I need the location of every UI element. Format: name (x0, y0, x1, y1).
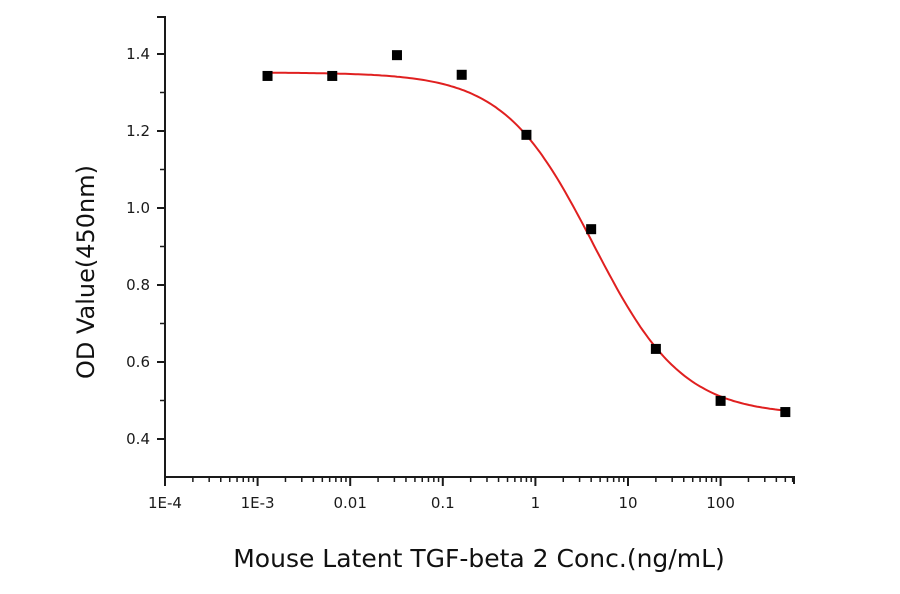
x-tick-label: 1 (531, 494, 541, 512)
data-point-marker (391, 50, 402, 61)
y-tick-label: 0.6 (126, 353, 150, 371)
y-tick-label: 0.8 (126, 276, 150, 294)
x-tick-label: 0.1 (431, 494, 455, 512)
data-point-marker (650, 343, 661, 354)
y-tick-label: 1.0 (126, 199, 150, 217)
y-axis-ticks: 0.4 0.6 0.8 1.0 1.2 1.4 (126, 45, 165, 448)
data-point-marker (327, 70, 338, 81)
data-point-marker (715, 395, 726, 406)
x-tick-label: 100 (706, 494, 735, 512)
data-point-marker (262, 70, 273, 81)
x-tick-label: 1E-4 (148, 494, 182, 512)
data-point-marker (780, 407, 791, 418)
x-tick-label: 10 (618, 494, 637, 512)
data-points (262, 50, 791, 418)
fit-curve (267, 71, 786, 412)
y-tick-label: 0.4 (126, 430, 150, 448)
x-axis-ticks: 1E-4 1E-3 0.01 0.1 1 10 100 (148, 477, 794, 512)
data-point-marker (586, 224, 597, 235)
x-axis-title: Mouse Latent TGF-beta 2 Conc.(ng/mL) (233, 544, 725, 573)
y-axis-title: OD Value(450nm) (72, 165, 100, 379)
fit-curve-line (267, 71, 786, 412)
y-tick-label: 1.2 (126, 122, 150, 140)
x-tick-label: 0.01 (333, 494, 366, 512)
data-point-marker (521, 129, 532, 140)
data-point-marker (456, 69, 467, 80)
y-tick-label: 1.4 (126, 45, 150, 63)
x-tick-label: 1E-3 (241, 494, 275, 512)
axes (157, 16, 795, 484)
